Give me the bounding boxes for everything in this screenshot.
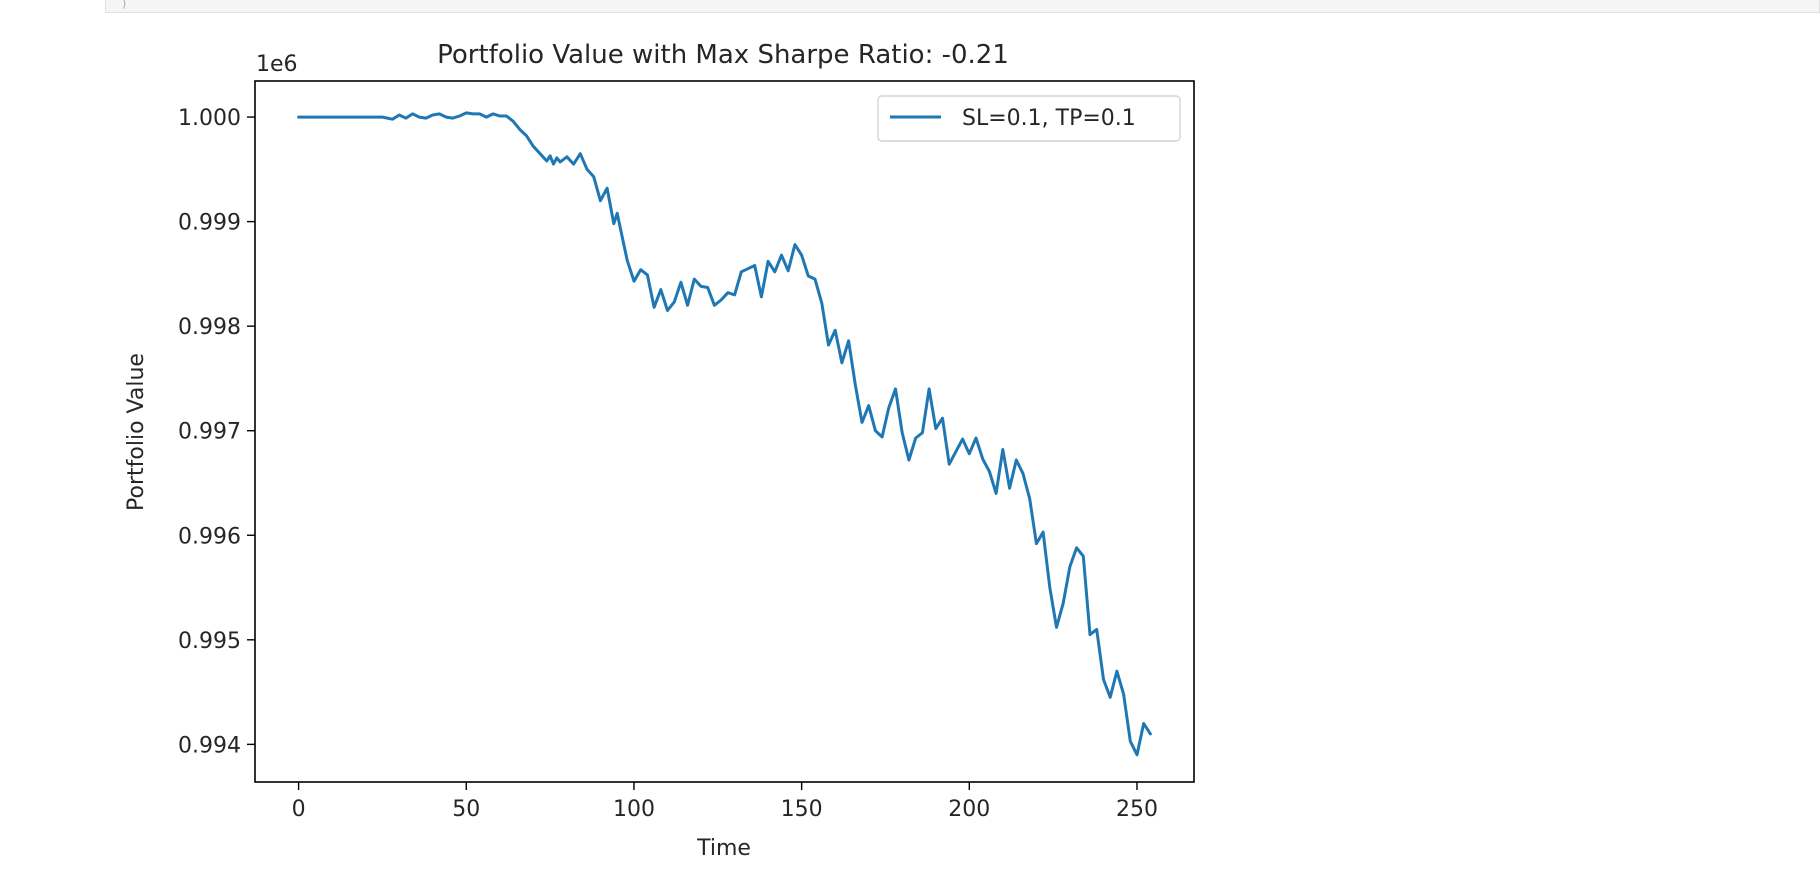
x-tick-label: 50	[452, 797, 480, 822]
x-tick-label: 150	[781, 797, 823, 822]
chart-title: Portfolio Value with Max Sharpe Ratio: -…	[437, 40, 1009, 70]
y-tick-label: 0.999	[178, 211, 241, 236]
y-tick-label: 0.994	[178, 733, 241, 758]
y-axis-ticks: 0.994 0.995 0.996 0.997 0.998 0.999 1.000	[178, 106, 255, 758]
x-axis-ticks: 0 50 100 150 200 250	[292, 782, 1158, 822]
y-tick-label: 0.996	[178, 524, 241, 549]
legend: SL=0.1, TP=0.1	[877, 95, 1181, 142]
y-offset-label: 1e6	[256, 52, 298, 77]
legend-entry-label: SL=0.1, TP=0.1	[962, 106, 1136, 131]
x-axis-label: Time	[696, 836, 751, 861]
x-tick-label: 200	[948, 797, 990, 822]
y-tick-label: 0.998	[178, 315, 241, 340]
y-tick-label: 1.000	[178, 106, 241, 131]
series-line-0	[297, 111, 1152, 757]
y-axis-label: Portfolio Value	[124, 353, 149, 511]
legend-box	[877, 95, 1181, 142]
x-tick-label: 0	[292, 797, 306, 822]
series-layer	[297, 111, 1152, 757]
x-tick-label: 100	[613, 797, 655, 822]
plot-frame	[254, 80, 1195, 783]
y-tick-label: 0.997	[178, 420, 241, 445]
y-tick-label: 0.995	[178, 629, 241, 654]
x-tick-label: 250	[1116, 797, 1158, 822]
cell-strip-glyph: )	[122, 0, 127, 10]
